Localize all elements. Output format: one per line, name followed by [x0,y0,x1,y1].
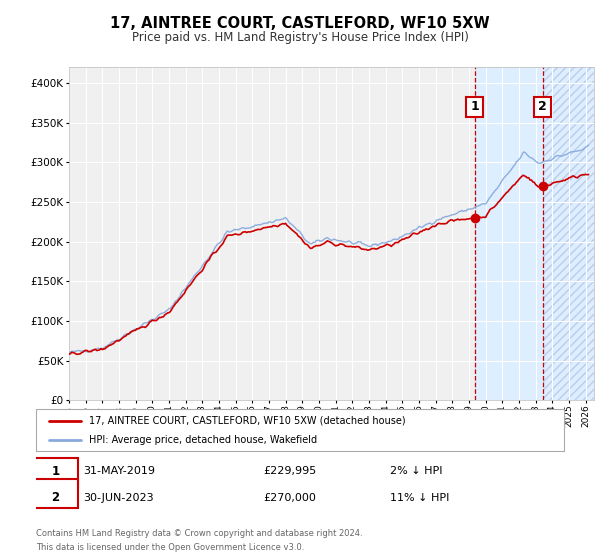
FancyBboxPatch shape [34,479,78,508]
FancyBboxPatch shape [34,458,78,487]
Text: 1: 1 [52,465,59,478]
Text: Contains HM Land Registry data © Crown copyright and database right 2024.: Contains HM Land Registry data © Crown c… [36,529,362,538]
Text: 30-JUN-2023: 30-JUN-2023 [83,493,154,503]
Text: 11% ↓ HPI: 11% ↓ HPI [390,493,449,503]
Text: 2% ↓ HPI: 2% ↓ HPI [390,466,442,477]
Bar [475,67,542,400]
Text: 17, AINTREE COURT, CASTLEFORD, WF10 5XW (detached house): 17, AINTREE COURT, CASTLEFORD, WF10 5XW … [89,416,406,426]
Text: 2: 2 [538,100,547,113]
Bar [542,67,594,400]
Text: 31-MAY-2019: 31-MAY-2019 [83,466,155,477]
Text: £270,000: £270,000 [263,493,316,503]
Text: 1: 1 [470,100,479,113]
Text: HPI: Average price, detached house, Wakefield: HPI: Average price, detached house, Wake… [89,435,317,445]
Text: £229,995: £229,995 [263,466,316,477]
Text: Price paid vs. HM Land Registry's House Price Index (HPI): Price paid vs. HM Land Registry's House … [131,31,469,44]
FancyBboxPatch shape [36,409,564,451]
Text: This data is licensed under the Open Government Licence v3.0.: This data is licensed under the Open Gov… [36,543,304,552]
Text: 2: 2 [52,491,59,505]
Text: 17, AINTREE COURT, CASTLEFORD, WF10 5XW: 17, AINTREE COURT, CASTLEFORD, WF10 5XW [110,16,490,31]
